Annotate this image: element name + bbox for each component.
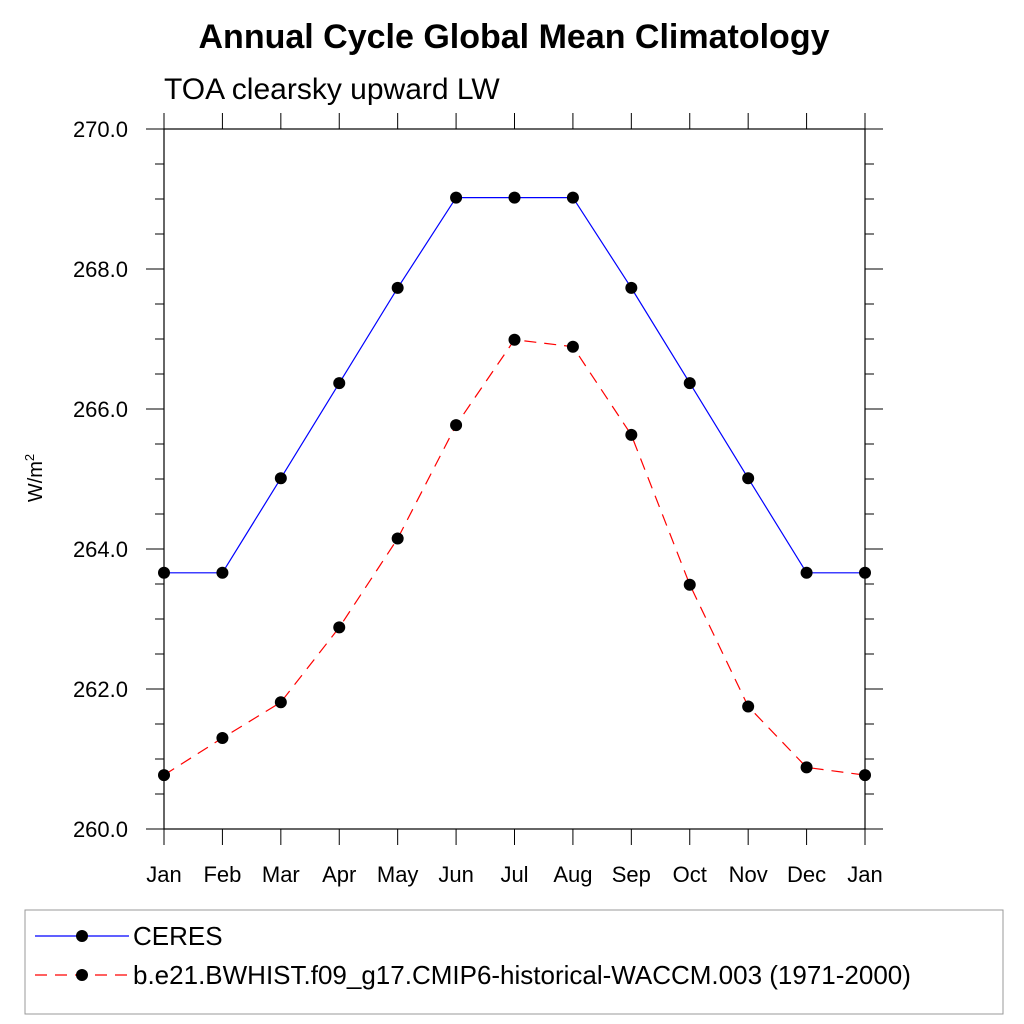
legend: CERES b.e21.BWHIST.f09_g17.CMIP6-histori…	[24, 909, 1004, 1015]
data-point-series-0	[625, 281, 638, 294]
y-axis-label-sup: 2	[22, 454, 37, 461]
data-point-series-1	[450, 419, 463, 432]
data-point-series-1	[158, 769, 170, 782]
data-point-series-1	[391, 532, 404, 545]
y-axis-label-main: W/m	[25, 461, 47, 502]
chart-subtitle: TOA clearsky upward LW	[164, 73, 500, 106]
x-tick-label: Nov	[729, 862, 768, 887]
data-point-series-1	[683, 578, 696, 591]
y-tick-label: 262.0	[73, 677, 128, 702]
data-point-series-0	[216, 566, 229, 579]
data-point-series-1	[625, 428, 638, 441]
x-tick-label: Mar	[262, 862, 300, 887]
data-point-series-0	[333, 377, 346, 390]
series-points	[158, 191, 871, 782]
data-point-series-0	[391, 281, 404, 294]
x-axis: Jan Feb Mar Apr May Jun Jul Aug Sep Oct Nov Dec Jan	[146, 113, 883, 887]
data-point-series-1	[508, 333, 521, 346]
legend-label-waccm: b.e21.BWHIST.f09_g17.CMIP6-historical-WA…	[133, 960, 911, 990]
plot-frame	[163, 128, 866, 830]
y-tick-label: 268.0	[73, 257, 128, 282]
series-line-1	[163, 339, 866, 776]
x-tick-label: Sep	[612, 862, 651, 887]
data-point-series-1	[742, 700, 755, 713]
data-point-series-0	[859, 566, 871, 579]
y-tick-label: 266.0	[73, 397, 128, 422]
series-line-0	[164, 197, 865, 574]
legend-marker-waccm	[76, 969, 88, 981]
data-point-series-0	[450, 191, 463, 204]
y-tick-label: 270.0	[73, 117, 128, 142]
legend-label-ceres: CERES	[133, 921, 223, 951]
data-point-series-1	[274, 696, 287, 709]
x-tick-label: Apr	[322, 862, 356, 887]
data-point-series-0	[683, 377, 696, 390]
x-tick-label: Jul	[500, 862, 528, 887]
x-tick-label: Oct	[673, 862, 707, 887]
chart-title: Annual Cycle Global Mean Climatology	[199, 18, 830, 56]
data-point-series-0	[158, 566, 170, 579]
x-tick-label: Jan	[146, 862, 181, 887]
data-point-series-0	[508, 191, 521, 204]
y-tick-label: 260.0	[73, 817, 128, 842]
x-tick-label: Jun	[438, 862, 473, 887]
data-point-series-0	[274, 472, 287, 485]
y-tick-label: 264.0	[73, 537, 128, 562]
y-axis: 260.0 262.0 264.0 266.0 268.0 270.0	[73, 117, 883, 842]
legend-marker-ceres	[76, 930, 88, 942]
series-lines	[163, 197, 866, 776]
legend-box	[24, 909, 1004, 1015]
data-point-series-1	[333, 621, 346, 634]
x-tick-label: Feb	[203, 862, 241, 887]
data-point-series-1	[800, 761, 813, 774]
x-tick-label: May	[377, 862, 419, 887]
y-axis-label: W/m2	[22, 454, 47, 502]
data-point-series-1	[859, 769, 871, 782]
x-tick-label: Dec	[787, 862, 826, 887]
data-point-series-0	[566, 191, 579, 204]
x-tick-label: Jan	[847, 862, 882, 887]
data-point-series-1	[216, 732, 229, 744]
data-point-series-0	[742, 472, 755, 485]
data-point-series-0	[800, 566, 813, 579]
x-tick-label: Aug	[553, 862, 592, 887]
data-point-series-1	[566, 340, 579, 353]
